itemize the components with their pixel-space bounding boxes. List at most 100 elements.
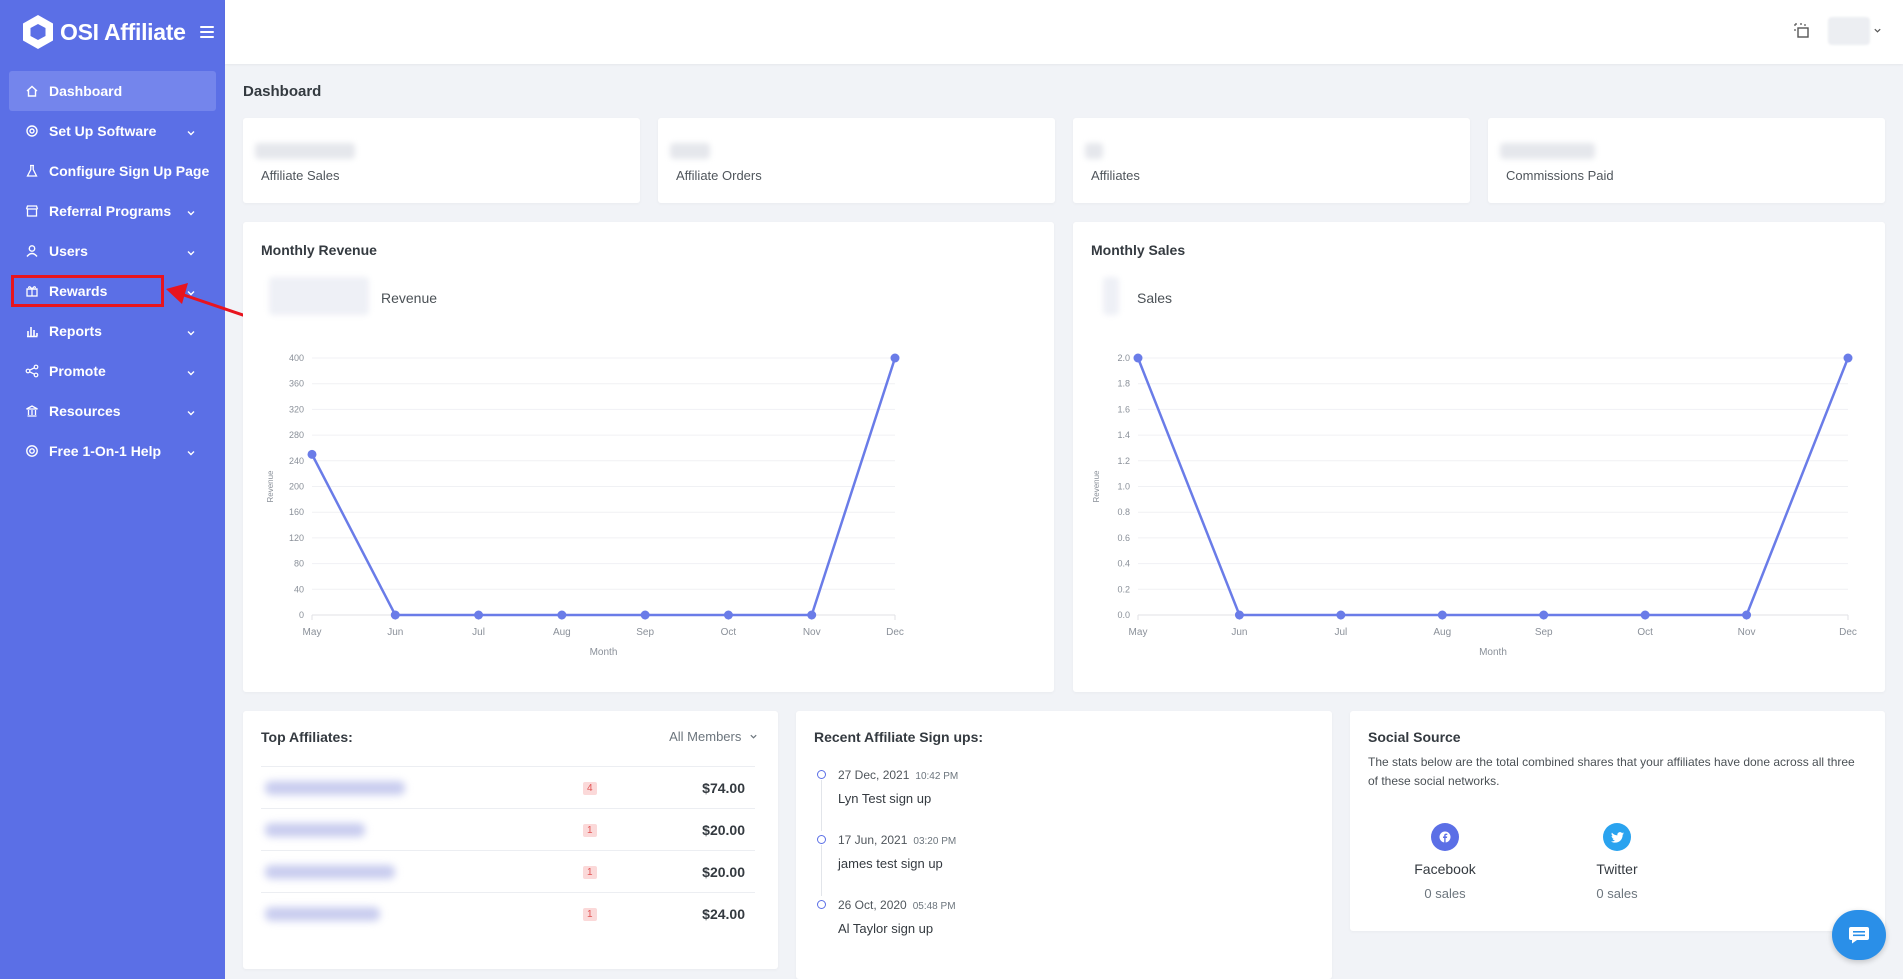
page-title: Dashboard (243, 83, 322, 100)
x-tick-label: May (303, 627, 322, 638)
network-count: 0 sales (1424, 886, 1466, 901)
chevron-down-icon[interactable] (1873, 26, 1882, 35)
list-item: 26 Oct, 2020 05:48 PM Al Taylor sign up (814, 896, 958, 961)
data-point (474, 610, 484, 620)
brand-logo-icon (23, 15, 53, 49)
signup-timeline: 27 Dec, 2021 10:42 PM Lyn Test sign up 17 J… (814, 766, 958, 961)
signup-date: 26 Oct, 2020 (838, 898, 907, 912)
data-point (640, 610, 650, 620)
data-point (390, 610, 400, 620)
x-tick-label: Nov (803, 627, 821, 638)
facebook-icon[interactable] (1431, 823, 1459, 851)
table-row[interactable]: 1 $24.00 (261, 892, 755, 934)
sidebar-item-label: Users (49, 243, 88, 259)
data-point (1843, 353, 1853, 363)
gift-icon (25, 284, 39, 298)
x-tick-label: Jun (1231, 627, 1247, 638)
signup-text: Al Taylor sign up (838, 921, 934, 936)
affiliate-amount: $74.00 (702, 780, 745, 796)
chat-widget-button[interactable] (1832, 910, 1886, 960)
y-tick-label: 0.0 (1117, 610, 1130, 620)
chevron-down-icon (186, 365, 196, 381)
sidebar-item-set-up-software[interactable]: Set Up Software (9, 111, 216, 151)
card-title: Recent Affiliate Sign ups: (814, 729, 984, 745)
brand[interactable]: OSI Affiliate (0, 0, 225, 64)
share-icon (25, 364, 39, 378)
timeline-line (821, 845, 822, 896)
affiliate-amount: $24.00 (702, 906, 745, 922)
table-row[interactable]: 4 $74.00 (261, 766, 755, 808)
y-tick-label: 1.8 (1117, 379, 1130, 389)
x-tick-label: Sep (636, 627, 654, 638)
sidebar: OSI Affiliate Dashboard Set Up Software Co… (0, 0, 225, 979)
fullscreen-icon[interactable] (1793, 22, 1811, 40)
facebook-stat: Facebook 0 sales (1385, 823, 1505, 901)
bank-icon (25, 404, 39, 418)
blurred-value (1085, 143, 1103, 159)
legend-label[interactable]: Sales (1137, 290, 1173, 306)
sidebar-item-dashboard[interactable]: Dashboard (9, 71, 216, 111)
data-point (1539, 610, 1549, 620)
blurred-value (1500, 143, 1595, 159)
y-axis-label: Revenue (1092, 470, 1101, 503)
x-tick-label: Jun (387, 627, 403, 638)
sidebar-item-free-1-on-1-help[interactable]: Free 1-On-1 Help (9, 431, 216, 471)
gear-icon (25, 124, 39, 138)
affiliate-amount: $20.00 (702, 864, 745, 880)
data-point (307, 449, 317, 459)
chart-title: Monthly Sales (1091, 242, 1186, 258)
stat-card-affiliates: Affiliates (1073, 118, 1470, 203)
chevron-down-icon (750, 734, 757, 739)
signup-text: Lyn Test sign up (838, 791, 932, 806)
sidebar-item-rewards[interactable]: Rewards (9, 271, 216, 311)
lifebuoy-icon (25, 444, 39, 458)
blurred-affiliate-name (265, 865, 395, 879)
chevron-down-icon (186, 125, 196, 141)
store-icon (25, 204, 39, 218)
sidebar-item-users[interactable]: Users (9, 231, 216, 271)
user-avatar[interactable] (1828, 17, 1870, 45)
twitter-icon[interactable] (1603, 823, 1631, 851)
x-tick-label: Dec (1839, 627, 1857, 638)
count-badge: 4 (583, 782, 597, 795)
y-tick-label: 0 (299, 610, 304, 620)
monthly-revenue-card: Monthly Revenue Revenue 0 40 80 120 160 200 24… (243, 222, 1054, 692)
legend-label[interactable]: Revenue (381, 290, 438, 306)
card-title: Social Source (1368, 729, 1461, 745)
chevron-down-icon (186, 205, 196, 221)
hamburger-menu-icon[interactable] (199, 26, 214, 38)
sidebar-item-label: Resources (49, 403, 121, 419)
y-tick-label: 1.0 (1117, 482, 1130, 492)
table-row[interactable]: 1 $20.00 (261, 850, 755, 892)
x-tick-label: Nov (1738, 627, 1756, 638)
data-point (1437, 610, 1447, 620)
legend-swatch (1103, 277, 1119, 315)
social-source-card: Social Source The stats below are the to… (1350, 711, 1885, 931)
y-tick-label: 1.4 (1117, 430, 1130, 440)
y-tick-label: 400 (289, 353, 304, 363)
revenue-chart: 0 40 80 120 160 200 240 280 320 360 400 May Jun Jul Au… (266, 353, 904, 658)
sidebar-item-referral-programs[interactable]: Referral Programs (9, 191, 216, 231)
sidebar-item-label: Reports (49, 323, 102, 339)
sidebar-item-reports[interactable]: Reports (9, 311, 216, 351)
data-point (890, 353, 900, 363)
stat-label: Commissions Paid (1506, 168, 1614, 183)
table-row[interactable]: 1 $20.00 (261, 808, 755, 850)
chevron-down-icon (186, 245, 196, 261)
flask-icon (25, 164, 39, 178)
sidebar-item-label: Dashboard (49, 83, 123, 99)
sidebar-item-promote[interactable]: Promote (9, 351, 216, 391)
count-badge: 1 (583, 866, 597, 879)
y-tick-label: 1.2 (1117, 456, 1130, 466)
stat-card-affiliate-sales: Affiliate Sales (243, 118, 640, 203)
y-tick-label: 0.6 (1117, 533, 1130, 543)
sidebar-item-label: Set Up Software (49, 123, 157, 139)
x-axis-label: Month (1479, 647, 1507, 658)
sidebar-item-configure-sign-up-page[interactable]: Configure Sign Up Page (9, 151, 216, 191)
stat-card-affiliate-orders: Affiliate Orders (658, 118, 1055, 203)
signup-time: 10:42 PM (915, 771, 959, 782)
members-filter-dropdown[interactable]: All Members (669, 729, 758, 744)
sidebar-item-resources[interactable]: Resources (9, 391, 216, 431)
sales-chart: 0.0 0.2 0.4 0.6 0.8 1.0 1.2 1.4 1.6 1.8 2.0 May Jun J… (1092, 353, 1857, 658)
x-tick-label: Sep (1535, 627, 1553, 638)
